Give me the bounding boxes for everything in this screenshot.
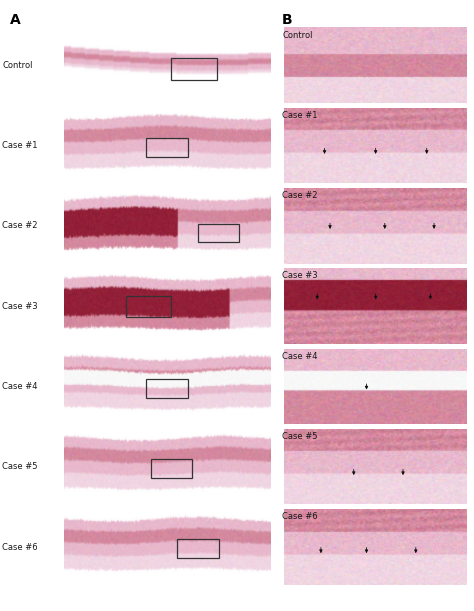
- Bar: [151, 459, 192, 478]
- Bar: [198, 224, 239, 243]
- Text: Case #6: Case #6: [2, 543, 38, 552]
- Bar: [126, 296, 171, 318]
- Text: Case #5: Case #5: [2, 462, 38, 471]
- Text: Case #5: Case #5: [282, 432, 318, 441]
- Text: Case #3: Case #3: [282, 271, 318, 280]
- Text: Case #4: Case #4: [2, 382, 38, 391]
- Text: Case #1: Case #1: [282, 111, 318, 120]
- Text: Case #1: Case #1: [2, 141, 38, 150]
- Bar: [177, 540, 219, 558]
- Text: Control: Control: [2, 60, 33, 70]
- Bar: [171, 57, 217, 80]
- Text: Case #3: Case #3: [2, 302, 38, 310]
- Text: B: B: [282, 13, 292, 27]
- Text: Control: Control: [282, 31, 312, 40]
- Text: Case #4: Case #4: [282, 352, 318, 360]
- Bar: [146, 138, 188, 157]
- Bar: [146, 379, 188, 398]
- Text: Case #2: Case #2: [2, 221, 38, 230]
- Text: Case #2: Case #2: [282, 191, 318, 200]
- Text: Case #6: Case #6: [282, 513, 318, 521]
- Text: A: A: [9, 13, 20, 27]
